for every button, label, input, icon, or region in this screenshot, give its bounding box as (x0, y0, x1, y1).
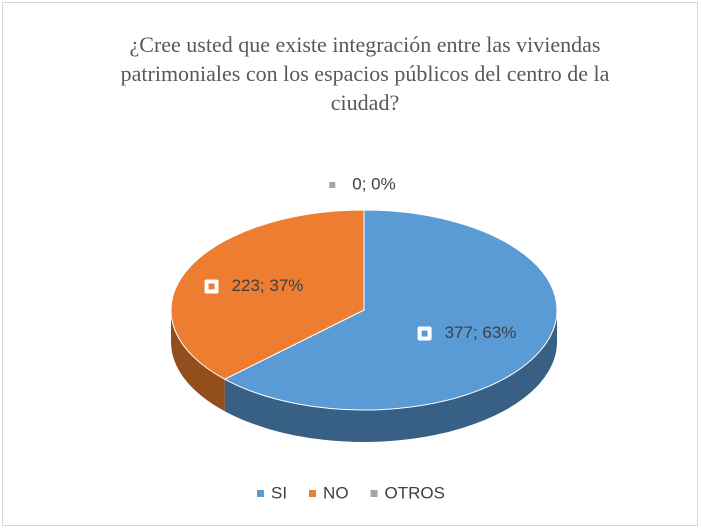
data-label: 223; 37% (232, 276, 304, 295)
data-label: 0; 0% (352, 174, 395, 193)
slice (170, 209, 365, 380)
slice-side (224, 310, 558, 442)
slice (223, 209, 558, 411)
legend-label: NO (323, 483, 349, 502)
legend-swatch (256, 490, 264, 497)
legend-swatch (370, 490, 378, 497)
chart-title: ¿Cree usted que existe integración entre… (120, 32, 610, 115)
label-marker-inner (421, 330, 428, 337)
data-label: 377; 63% (445, 323, 517, 342)
slice-side (171, 310, 225, 412)
label-marker (329, 182, 336, 188)
legend-label: SI (271, 483, 287, 502)
legend-label: OTROS (385, 483, 445, 502)
legend-swatch (309, 490, 317, 497)
label-marker-inner (208, 283, 215, 290)
